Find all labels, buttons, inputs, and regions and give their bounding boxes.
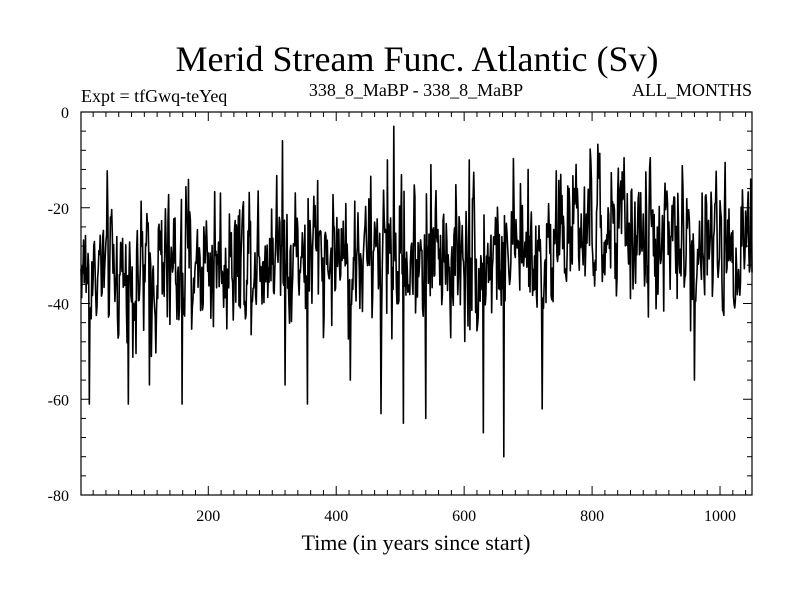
x-tick-label: 1000 — [704, 508, 736, 525]
x-axis-label: Time (in years since start) — [302, 530, 531, 555]
x-tick-label: 200 — [196, 508, 220, 525]
series-layer — [80, 125, 753, 458]
y-tick-label: -60 — [48, 392, 69, 409]
x-tick-label: 400 — [324, 508, 348, 525]
y-tick-label: -40 — [48, 297, 69, 314]
y-tick-label: 0 — [61, 105, 69, 122]
plot-frame — [80, 111, 753, 496]
x-tick-label: 800 — [580, 508, 604, 525]
chart-title: Merid Stream Func. Atlantic (Sv) — [176, 39, 659, 79]
y-tick-label: -20 — [48, 201, 69, 218]
series-line — [80, 125, 753, 458]
chart-subtitle-right: ALL_MONTHS — [632, 80, 752, 100]
chart-subtitle-left: Expt = tfGwq-teYeq — [81, 86, 227, 106]
chart-subtitle-center: 338_8_MaBP - 338_8_MaBP — [309, 80, 523, 100]
x-tick-label: 600 — [452, 508, 476, 525]
y-tick-label: -80 — [48, 488, 69, 505]
ticks-layer: 200 400 600 800 1000 0 -20 -40 -60 -80 — [48, 105, 752, 525]
